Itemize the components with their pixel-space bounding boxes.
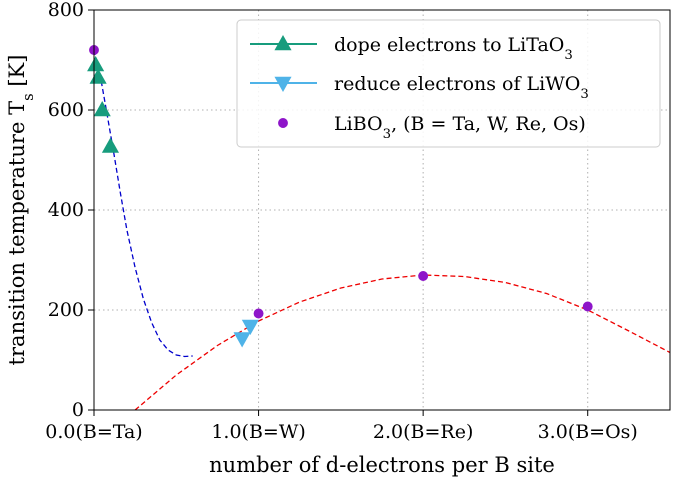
x-tick-label: 1.0(B=W) [211,421,305,443]
dope-electrons-point [101,137,120,153]
dope-electrons-point [93,101,111,117]
legend: dope electrons to LiTaO3 reduce electrons… [236,19,661,148]
blue-fit-line [94,49,193,358]
x-tick-label: 2.0(B=Re) [373,421,473,443]
legend-label: LiBO3, (B = Ta, W, Re, Os) [334,113,586,142]
legend-entry: dope electrons to LiTaO3 [250,34,573,63]
legend-entry: LiBO3, (B = Ta, W, Re, Os) [278,113,586,142]
red-fit-line [134,274,670,410]
legend-marker [278,118,288,128]
y-tick-label: 0 [72,399,84,421]
legend-label: dope electrons to LiTaO3 [334,34,573,63]
legend-marker [274,35,292,51]
y-axis-label: transition temperature Ts [K] [5,55,37,366]
libo3-point [418,271,429,281]
y-tick-label: 800 [48,0,84,21]
x-tick-label: 3.0(B=Os) [538,421,638,443]
reduce-electrons-point [241,319,259,335]
x-axis-label: number of d-electrons per B site [209,453,555,477]
y-tick-label: 200 [48,299,84,321]
libo3-point [253,308,264,319]
legend-entry: reduce electrons of LiWO3 [250,73,589,102]
axis-ticks: 0 200 400 600 800 0.0(B=Ta) 1.0(B=W) 2.0(B=Re) 3… [45,0,638,443]
legend-marker [274,76,292,92]
legend-label: reduce electrons of LiWO3 [334,73,589,102]
libo3-point [582,301,593,312]
x-tick-label: 0.0(B=Ta) [45,421,142,443]
dope-electrons-point [87,56,105,72]
legend-box [236,19,661,148]
y-tick-label: 600 [48,99,84,121]
reduce-electrons-point [233,332,251,348]
y-tick-label: 400 [48,199,84,221]
fit-lines [94,49,670,410]
